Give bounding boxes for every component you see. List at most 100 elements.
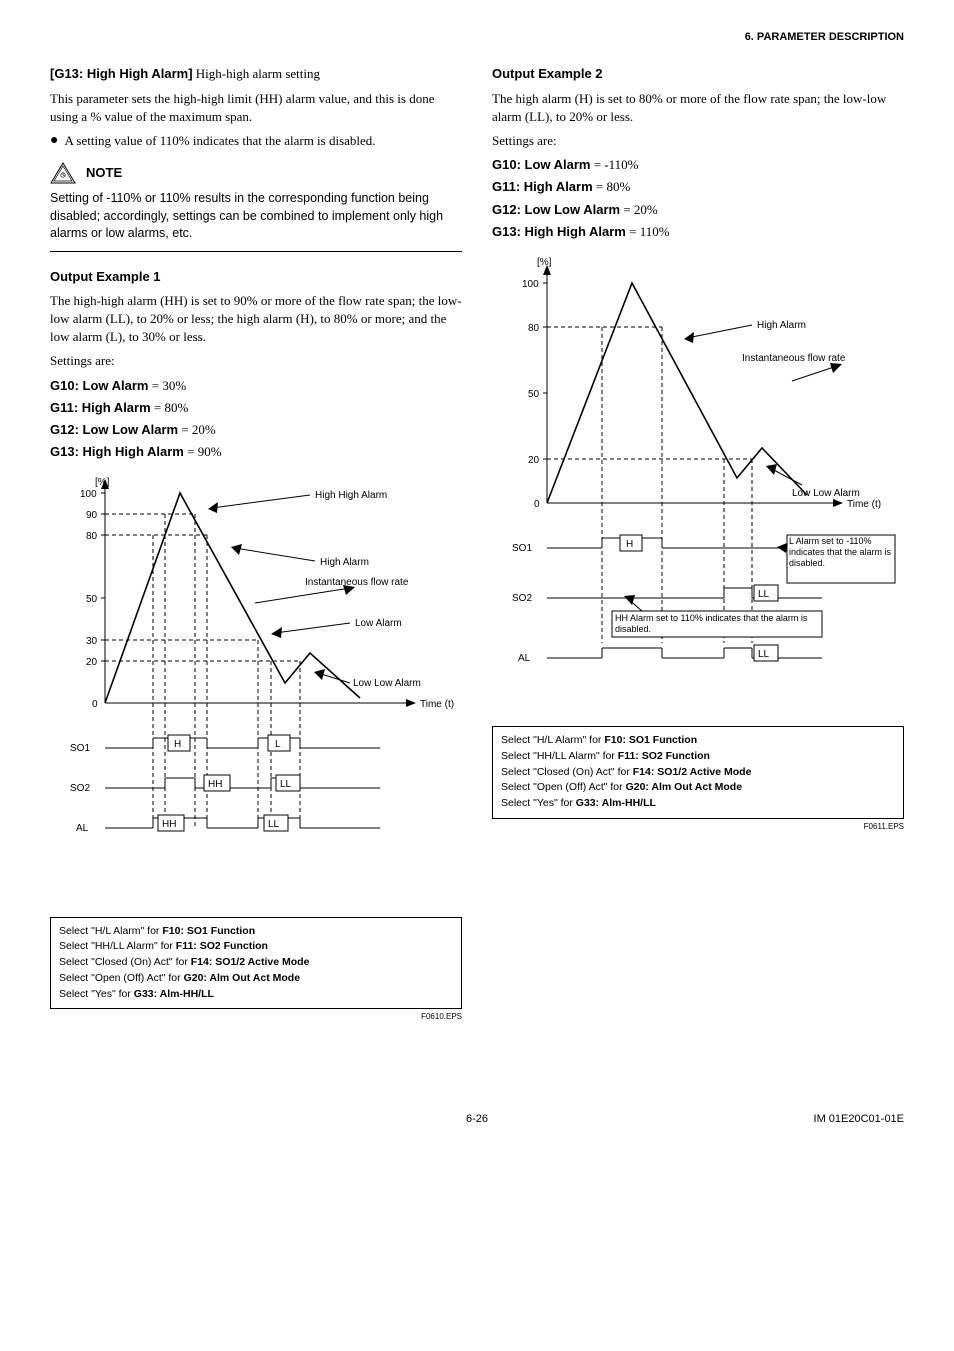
svg-text:30: 30 (86, 636, 98, 647)
setting2-g13: G13: High High Alarm = 110% (492, 223, 904, 241)
cap-bold: F11: SO2 Function (176, 940, 268, 952)
svg-text:Low Alarm: Low Alarm (355, 618, 402, 629)
chart1: [%] 100 90 80 50 30 20 0 (50, 473, 462, 908)
setting2-g11: G11: High Alarm = 80% (492, 178, 904, 196)
doc-id: IM 01E20C01-01E (619, 1112, 904, 1127)
g13-desc-inline: High-high alarm setting (193, 66, 320, 81)
cap-text: Select "Yes" for (501, 797, 576, 809)
caption1: Select "H/L Alarm" for F10: SO1 Function… (50, 917, 462, 1010)
svg-text:High Alarm: High Alarm (757, 320, 806, 331)
svg-text:20: 20 (86, 657, 98, 668)
setting-label: G10: Low Alarm (50, 378, 148, 393)
cap-bold: F10: SO1 Function (604, 734, 697, 746)
cap-bold: F14: SO1/2 Active Mode (633, 766, 752, 778)
svg-text:SO2: SO2 (70, 783, 90, 794)
setting-val: = 80% (593, 179, 631, 194)
svg-text:LL: LL (268, 819, 280, 830)
note-text: Setting of -110% or 110% results in the … (50, 190, 462, 243)
settings-are-2: Settings are: (492, 132, 904, 150)
cap-text: Select "Open (Off) Act" for (59, 972, 184, 984)
svg-text:Time (t): Time (t) (420, 699, 454, 710)
svg-text:90: 90 (86, 510, 98, 521)
setting-val: = -110% (590, 157, 638, 172)
cap-text: Select "H/L Alarm" for (59, 925, 162, 937)
svg-text:AL: AL (518, 653, 531, 664)
cap-bold: G33: Alm-HH/LL (134, 988, 214, 1000)
example1-title: Output Example 1 (50, 268, 462, 286)
svg-text:LL: LL (758, 589, 770, 600)
g13-heading-line: [G13: High High Alarm] High-high alarm s… (50, 65, 462, 83)
svg-text:Time (t): Time (t) (847, 499, 881, 510)
settings-are-1: Settings are: (50, 352, 462, 370)
setting-val: = 20% (178, 422, 216, 437)
page-number: 6-26 (335, 1112, 620, 1127)
bullet-icon: ● (50, 134, 58, 148)
svg-text:Instantaneous flow rate: Instantaneous flow rate (305, 577, 409, 588)
setting-g12: G12: Low Low Alarm = 20% (50, 421, 462, 439)
eps-label-1: F0610.EPS (50, 1011, 462, 1022)
svg-text:SO1: SO1 (70, 743, 90, 754)
setting-g13: G13: High High Alarm = 90% (50, 443, 462, 461)
caption2: Select "H/L Alarm" for F10: SO1 Function… (492, 726, 904, 819)
svg-text:Low Low Alarm: Low Low Alarm (353, 678, 421, 689)
cap-bold: F11: SO2 Function (618, 750, 710, 762)
note-icon (50, 162, 76, 184)
right-column: Output Example 2 The high alarm (H) is s… (492, 65, 904, 1022)
note-label: NOTE (86, 164, 122, 182)
svg-text:HH: HH (208, 779, 222, 790)
svg-text:0: 0 (534, 499, 540, 510)
setting-g11: G11: High Alarm = 80% (50, 399, 462, 417)
cap-text: Select "Yes" for (59, 988, 134, 1000)
setting-label: G12: Low Low Alarm (50, 422, 178, 437)
left-column: [G13: High High Alarm] High-high alarm s… (50, 65, 462, 1022)
g13-title: [G13: High High Alarm] (50, 66, 193, 81)
cap-text: Select "Closed (On) Act" for (59, 956, 191, 968)
svg-text:LL: LL (280, 779, 292, 790)
example2-title: Output Example 2 (492, 65, 904, 83)
svg-text:50: 50 (528, 389, 540, 400)
svg-text:H: H (174, 739, 181, 750)
setting-label: G11: High Alarm (50, 400, 151, 415)
setting-val: = 90% (184, 444, 222, 459)
content-columns: [G13: High High Alarm] High-high alarm s… (50, 65, 904, 1022)
svg-text:High High Alarm: High High Alarm (315, 490, 387, 501)
cap-text: Select "HH/LL Alarm" for (59, 940, 176, 952)
note-divider (50, 251, 462, 252)
svg-text:100: 100 (522, 279, 539, 290)
svg-text:LL: LL (758, 649, 770, 660)
setting-label: G10: Low Alarm (492, 157, 590, 172)
setting-label: G13: High High Alarm (492, 224, 626, 239)
section-header: 6. PARAMETER DESCRIPTION (50, 30, 904, 45)
example2-para: The high alarm (H) is set to 80% or more… (492, 90, 904, 126)
g13-bullet: ● A setting value of 110% indicates that… (50, 132, 462, 150)
cap-text: Select "H/L Alarm" for (501, 734, 604, 746)
svg-text:[%]: [%] (537, 257, 552, 268)
g13-bullet-text: A setting value of 110% indicates that t… (64, 132, 375, 150)
cap-text: Select "HH/LL Alarm" for (501, 750, 618, 762)
setting-label: G12: Low Low Alarm (492, 202, 620, 217)
svg-text:80: 80 (86, 531, 98, 542)
page-footer: 6-26 IM 01E20C01-01E (50, 1112, 904, 1127)
svg-text:H: H (626, 539, 633, 550)
svg-text:80: 80 (528, 323, 540, 334)
svg-text:0: 0 (92, 699, 98, 710)
svg-text:20: 20 (528, 455, 540, 466)
setting-label: G11: High Alarm (492, 179, 593, 194)
svg-text:100: 100 (80, 489, 97, 500)
setting2-g12: G12: Low Low Alarm = 20% (492, 201, 904, 219)
cap-bold: F10: SO1 Function (162, 925, 255, 937)
svg-text:Instantaneous flow rate: Instantaneous flow rate (742, 353, 846, 364)
svg-text:50: 50 (86, 594, 98, 605)
g13-paragraph: This parameter sets the high-high limit … (50, 90, 462, 126)
setting-label: G13: High High Alarm (50, 444, 184, 459)
setting-g10: G10: Low Alarm = 30% (50, 377, 462, 395)
cap-bold: G33: Alm-HH/LL (576, 797, 656, 809)
svg-text:Low Low Alarm: Low Low Alarm (792, 488, 860, 499)
svg-text:SO2: SO2 (512, 593, 532, 604)
svg-text:L: L (275, 739, 281, 750)
cap-text: Select "Closed (On) Act" for (501, 766, 633, 778)
svg-text:SO1: SO1 (512, 543, 532, 554)
cap-text: Select "Open (Off) Act" for (501, 781, 626, 793)
setting2-g10: G10: Low Alarm = -110% (492, 156, 904, 174)
setting-val: = 20% (620, 202, 658, 217)
